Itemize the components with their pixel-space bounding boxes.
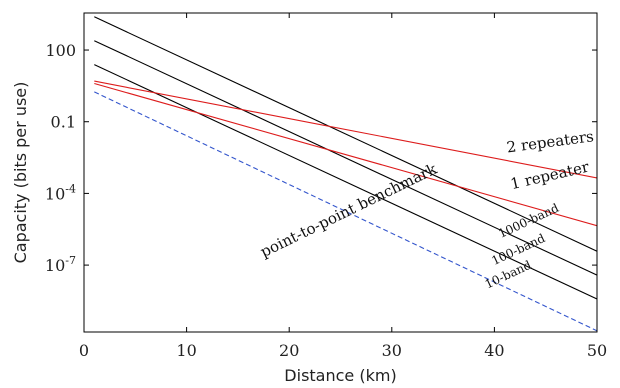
series-line-s1000	[94, 16, 597, 252]
x-tick-label: 20	[279, 341, 299, 360]
y-tick-labels: 1000.110-410-7	[45, 41, 76, 275]
annotation-abench: point-to-point benchmark	[258, 159, 441, 261]
y-tick-exponent: -4	[65, 182, 76, 195]
y-tick-label: 0.1	[51, 113, 76, 132]
x-tick-label: 10	[176, 341, 196, 360]
y-tick-base: 10	[45, 184, 65, 203]
y-tick-base: 0.1	[51, 113, 76, 132]
annotation-a10: 10-band	[483, 258, 534, 292]
x-tick-label: 0	[79, 341, 89, 360]
y-tick-label: 10-4	[45, 182, 76, 203]
x-tick-labels: 0 10 20 30 40 50	[79, 341, 607, 360]
series-line-sbench	[94, 91, 597, 332]
axis-ticks	[83, 13, 598, 332]
series-line-s100	[94, 40, 597, 276]
y-tick-exponent: -7	[65, 254, 76, 267]
x-tick-label: 40	[484, 341, 504, 360]
annotation-a2rep: 2 repeaters	[506, 127, 595, 156]
plot-frame	[83, 12, 598, 333]
series-line-s1rep	[94, 82, 597, 227]
y-tick-base: 10	[45, 256, 65, 275]
y-axis-label: Capacity (bits per use)	[11, 82, 30, 264]
series-lines	[94, 16, 597, 332]
y-tick-label: 100	[45, 41, 76, 60]
series-line-s2rep	[94, 80, 597, 179]
x-axis-label: Distance (km)	[284, 366, 396, 385]
series-line-s10	[94, 64, 597, 300]
y-tick-base: 100	[45, 41, 76, 60]
x-tick-label: 30	[382, 341, 402, 360]
x-tick-label: 50	[587, 341, 607, 360]
y-tick-label: 10-7	[45, 254, 76, 275]
